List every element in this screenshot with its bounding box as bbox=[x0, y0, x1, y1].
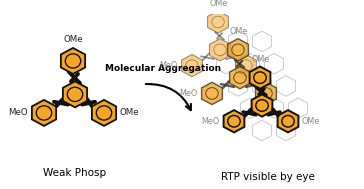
Text: MeO: MeO bbox=[8, 108, 28, 117]
Polygon shape bbox=[253, 76, 272, 96]
Polygon shape bbox=[207, 11, 228, 33]
Polygon shape bbox=[228, 39, 248, 61]
Polygon shape bbox=[230, 67, 250, 89]
Polygon shape bbox=[229, 31, 248, 52]
Polygon shape bbox=[252, 94, 272, 117]
Text: Weak Phosp: Weak Phosp bbox=[43, 168, 107, 178]
Polygon shape bbox=[264, 98, 284, 119]
Polygon shape bbox=[256, 82, 276, 105]
Polygon shape bbox=[210, 39, 230, 61]
Polygon shape bbox=[202, 82, 222, 105]
Text: MeO: MeO bbox=[160, 61, 178, 70]
Text: MeO: MeO bbox=[180, 89, 198, 98]
Polygon shape bbox=[241, 53, 260, 74]
Polygon shape bbox=[278, 110, 298, 132]
Text: OMe: OMe bbox=[63, 35, 83, 44]
Polygon shape bbox=[250, 67, 270, 89]
Text: OMe: OMe bbox=[230, 27, 248, 36]
Polygon shape bbox=[92, 100, 116, 126]
Text: RTP visible by eye: RTP visible by eye bbox=[221, 172, 315, 182]
Text: OMe: OMe bbox=[302, 117, 320, 126]
Polygon shape bbox=[241, 98, 260, 119]
Polygon shape bbox=[288, 98, 308, 119]
Polygon shape bbox=[63, 81, 87, 107]
Text: MeO: MeO bbox=[202, 117, 220, 126]
Polygon shape bbox=[236, 54, 256, 77]
Polygon shape bbox=[217, 53, 236, 74]
Polygon shape bbox=[253, 31, 272, 52]
Polygon shape bbox=[32, 100, 56, 126]
Polygon shape bbox=[182, 54, 202, 77]
Polygon shape bbox=[276, 76, 296, 96]
Polygon shape bbox=[276, 120, 296, 141]
Text: OMe: OMe bbox=[252, 55, 270, 64]
Polygon shape bbox=[61, 48, 85, 74]
Text: OMe: OMe bbox=[210, 0, 228, 8]
Text: Molecular Aggregation: Molecular Aggregation bbox=[105, 64, 221, 73]
Polygon shape bbox=[253, 120, 272, 141]
Polygon shape bbox=[229, 76, 248, 96]
Polygon shape bbox=[223, 110, 244, 132]
Text: OMe: OMe bbox=[120, 108, 140, 117]
Polygon shape bbox=[264, 53, 284, 74]
